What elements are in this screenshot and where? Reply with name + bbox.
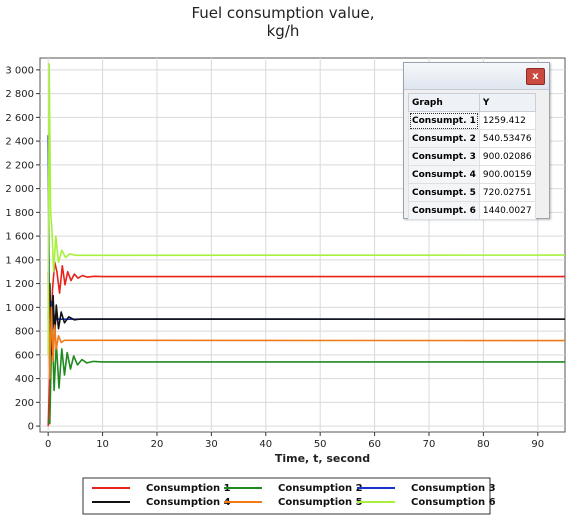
y-tick-label: 1 600 <box>5 232 34 243</box>
x-tick-label: 90 <box>531 439 544 450</box>
y-tick-label: 3 000 <box>5 65 34 76</box>
popup-titlebar[interactable]: x <box>404 63 549 90</box>
y-tick-label: 1 400 <box>5 255 34 266</box>
legend-label: Consumption 2 <box>278 483 363 494</box>
x-axis: 0 10 20 30 40 50 60 70 80 90 <box>45 432 544 450</box>
y-tick-label: 2 600 <box>5 113 34 124</box>
x-axis-title: Time, t, second <box>275 452 370 465</box>
close-icon[interactable]: x <box>526 68 545 85</box>
table-row[interactable]: Consumpt. 1 1259.412 <box>408 111 536 130</box>
graph-cell: Consumpt. 1 <box>408 111 480 130</box>
y-tick-label: 800 <box>15 327 34 338</box>
table-row[interactable]: Consumpt. 2 540.53476 <box>408 129 536 148</box>
table-row[interactable]: Consumpt. 4 900.00159 <box>408 165 536 184</box>
chart-title-line: kg/h <box>267 22 300 40</box>
series-line-consumption-4 <box>47 282 566 356</box>
series-line-consumption-5 <box>47 271 566 380</box>
value-cell: 540.53476 <box>478 129 536 148</box>
table-header-row: Graph Y <box>408 93 536 112</box>
x-tick-label: 50 <box>314 439 327 450</box>
values-table: Graph Y Consumpt. 1 1259.412 Consumpt. 2… <box>408 93 536 220</box>
x-tick-label: 70 <box>423 439 436 450</box>
table-row[interactable]: Consumpt. 6 1440.0027 <box>408 201 536 220</box>
value-cell: 1259.412 <box>478 111 536 130</box>
series-line-consumption-6 <box>47 63 566 355</box>
value-cell: 900.00159 <box>478 165 536 184</box>
y-tick-label: 1 200 <box>5 279 34 290</box>
chart-title-line: Fuel consumption value, <box>191 4 374 22</box>
x-tick-label: 30 <box>205 439 218 450</box>
table-row[interactable]: Consumpt. 5 720.02751 <box>408 183 536 202</box>
table-row[interactable]: Consumpt. 3 900.02086 <box>408 147 536 166</box>
y-tick-label: 2 400 <box>5 137 34 148</box>
legend-box <box>82 477 491 515</box>
series-line-consumption-2 <box>47 318 565 425</box>
y-tick-label: 2 200 <box>5 160 34 171</box>
y-axis: 0 200 400 600 800 1 000 1 200 1 400 1 600 1 800 2 … <box>5 65 40 433</box>
legend-label: Consumption 6 <box>411 497 496 508</box>
graph-cell: Consumpt. 2 <box>408 129 480 148</box>
legend-label: Consumption 5 <box>278 497 363 508</box>
legend-label: Consumption 1 <box>146 483 231 494</box>
legend: Consumption 1 Consumption 2 Consumption 3 C… <box>82 477 496 515</box>
values-popup-window[interactable]: x Graph Y Consumpt. 1 1259.412 Consumpt.… <box>403 62 550 220</box>
graph-cell: Consumpt. 6 <box>408 201 480 220</box>
y-tick-label: 2 800 <box>5 89 34 100</box>
graph-cell: Consumpt. 4 <box>408 165 480 184</box>
value-cell: 720.02751 <box>478 183 536 202</box>
value-cell: 900.02086 <box>478 147 536 166</box>
x-tick-label: 40 <box>259 439 272 450</box>
x-tick-label: 20 <box>151 439 164 450</box>
graph-cell: Consumpt. 5 <box>408 183 480 202</box>
legend-label: Consumption 4 <box>146 497 231 508</box>
column-header-y: Y <box>478 93 536 112</box>
x-tick-label: 60 <box>368 439 381 450</box>
y-tick-label: 200 <box>15 398 34 409</box>
y-tick-label: 2 000 <box>5 184 34 195</box>
y-tick-label: 600 <box>15 350 34 361</box>
y-tick-label: 0 <box>28 422 34 433</box>
value-cell: 1440.0027 <box>478 201 536 220</box>
graph-cell: Consumpt. 3 <box>408 147 480 166</box>
series-lines <box>47 63 566 427</box>
chart-title: Fuel consumption value,kg/h <box>191 4 374 40</box>
y-tick-label: 1 800 <box>5 208 34 219</box>
y-tick-label: 400 <box>15 374 34 385</box>
x-tick-label: 80 <box>477 439 490 450</box>
legend-label: Consumption 3 <box>411 483 496 494</box>
x-tick-label: 0 <box>45 439 51 450</box>
x-tick-label: 10 <box>96 439 109 450</box>
column-header-graph: Graph <box>408 93 480 112</box>
y-tick-label: 1 000 <box>5 303 34 314</box>
